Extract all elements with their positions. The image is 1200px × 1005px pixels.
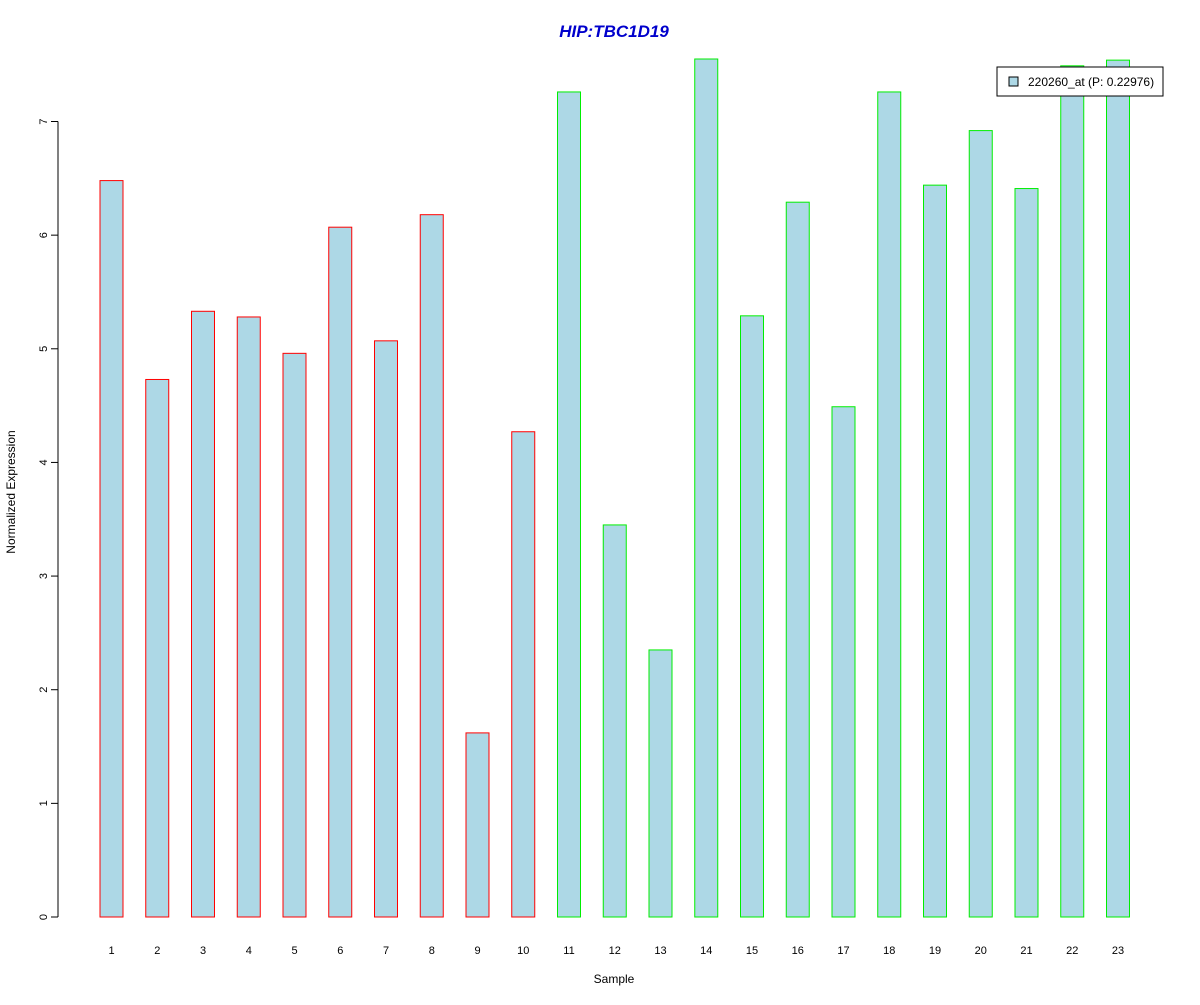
x-tick-label: 6	[337, 945, 343, 957]
x-tick-label: 21	[1020, 945, 1032, 957]
x-tick-label: 20	[975, 945, 987, 957]
x-tick-label: 18	[883, 945, 895, 957]
y-tick-label: 0	[38, 914, 50, 920]
x-tick-label: 4	[246, 945, 252, 957]
x-axis-label: Sample	[594, 972, 635, 986]
x-tick-label: 2	[154, 945, 160, 957]
y-tick-label: 2	[38, 687, 50, 693]
x-tick-label: 12	[609, 945, 621, 957]
x-tick-label: 7	[383, 945, 389, 957]
y-axis: 0 1 2 3 4 5 6 7	[38, 118, 59, 920]
bar-sample-19	[923, 184, 947, 918]
bar-sample-4	[236, 316, 261, 918]
bar-sample-22	[1060, 65, 1085, 918]
legend-box	[996, 66, 1164, 97]
bar-sample-7	[374, 340, 398, 918]
y-tick-label: 5	[38, 346, 50, 352]
x-tick-label: 8	[429, 945, 435, 957]
x-tick-label: 1	[108, 945, 114, 957]
bars	[99, 58, 1130, 918]
bar-sample-6	[328, 226, 353, 918]
x-tick-label: 13	[654, 945, 666, 957]
bar-sample-23	[1106, 59, 1130, 918]
y-tick-label: 4	[38, 459, 50, 465]
y-tick-label: 1	[38, 800, 50, 806]
y-tick-label: 3	[38, 573, 50, 579]
bar-sample-12	[602, 524, 627, 918]
bar-sample-10	[511, 431, 536, 918]
x-tick-labels: 1 2 3 4 5 6 7 8 9 10 11 12 13 14 15 16 17 18 19 20 21 22 23	[108, 945, 1124, 957]
y-axis-label: Normalized Expression	[4, 430, 18, 553]
bar-sample-8	[419, 214, 444, 918]
bar-sample-13	[648, 649, 673, 918]
legend-swatch	[1008, 76, 1019, 87]
y-tick-label: 7	[38, 118, 50, 124]
bar-sample-1	[99, 180, 124, 918]
x-tick-label: 17	[837, 945, 849, 957]
y-tick-label: 6	[38, 232, 50, 238]
bar-sample-20	[968, 130, 993, 918]
x-tick-label: 23	[1112, 945, 1124, 957]
bar-sample-3	[191, 310, 215, 918]
bar-sample-2	[145, 378, 170, 918]
legend-label: 220260_at (P: 0.22976)	[1028, 75, 1154, 89]
x-tick-label: 3	[200, 945, 206, 957]
x-tick-label: 16	[792, 945, 804, 957]
bar-sample-21	[1014, 188, 1039, 918]
x-tick-label: 9	[474, 945, 480, 957]
bar-sample-16	[785, 201, 810, 918]
x-tick-label: 11	[563, 945, 574, 957]
bar-sample-9	[465, 732, 490, 918]
legend: 220260_at (P: 0.22976)	[996, 66, 1164, 97]
x-tick-label: 22	[1066, 945, 1078, 957]
bar-sample-18	[877, 91, 902, 918]
bar-sample-17	[831, 406, 856, 918]
bar-sample-11	[557, 91, 581, 918]
bar-sample-15	[740, 315, 764, 918]
x-tick-label: 19	[929, 945, 941, 957]
bar-sample-14	[694, 58, 719, 918]
bar-sample-5	[282, 352, 307, 918]
x-tick-label: 15	[746, 945, 758, 957]
x-tick-label: 5	[291, 945, 297, 957]
x-tick-label: 10	[517, 945, 529, 957]
chart-title: HIP:TBC1D19	[559, 22, 669, 41]
x-tick-label: 14	[700, 945, 712, 957]
